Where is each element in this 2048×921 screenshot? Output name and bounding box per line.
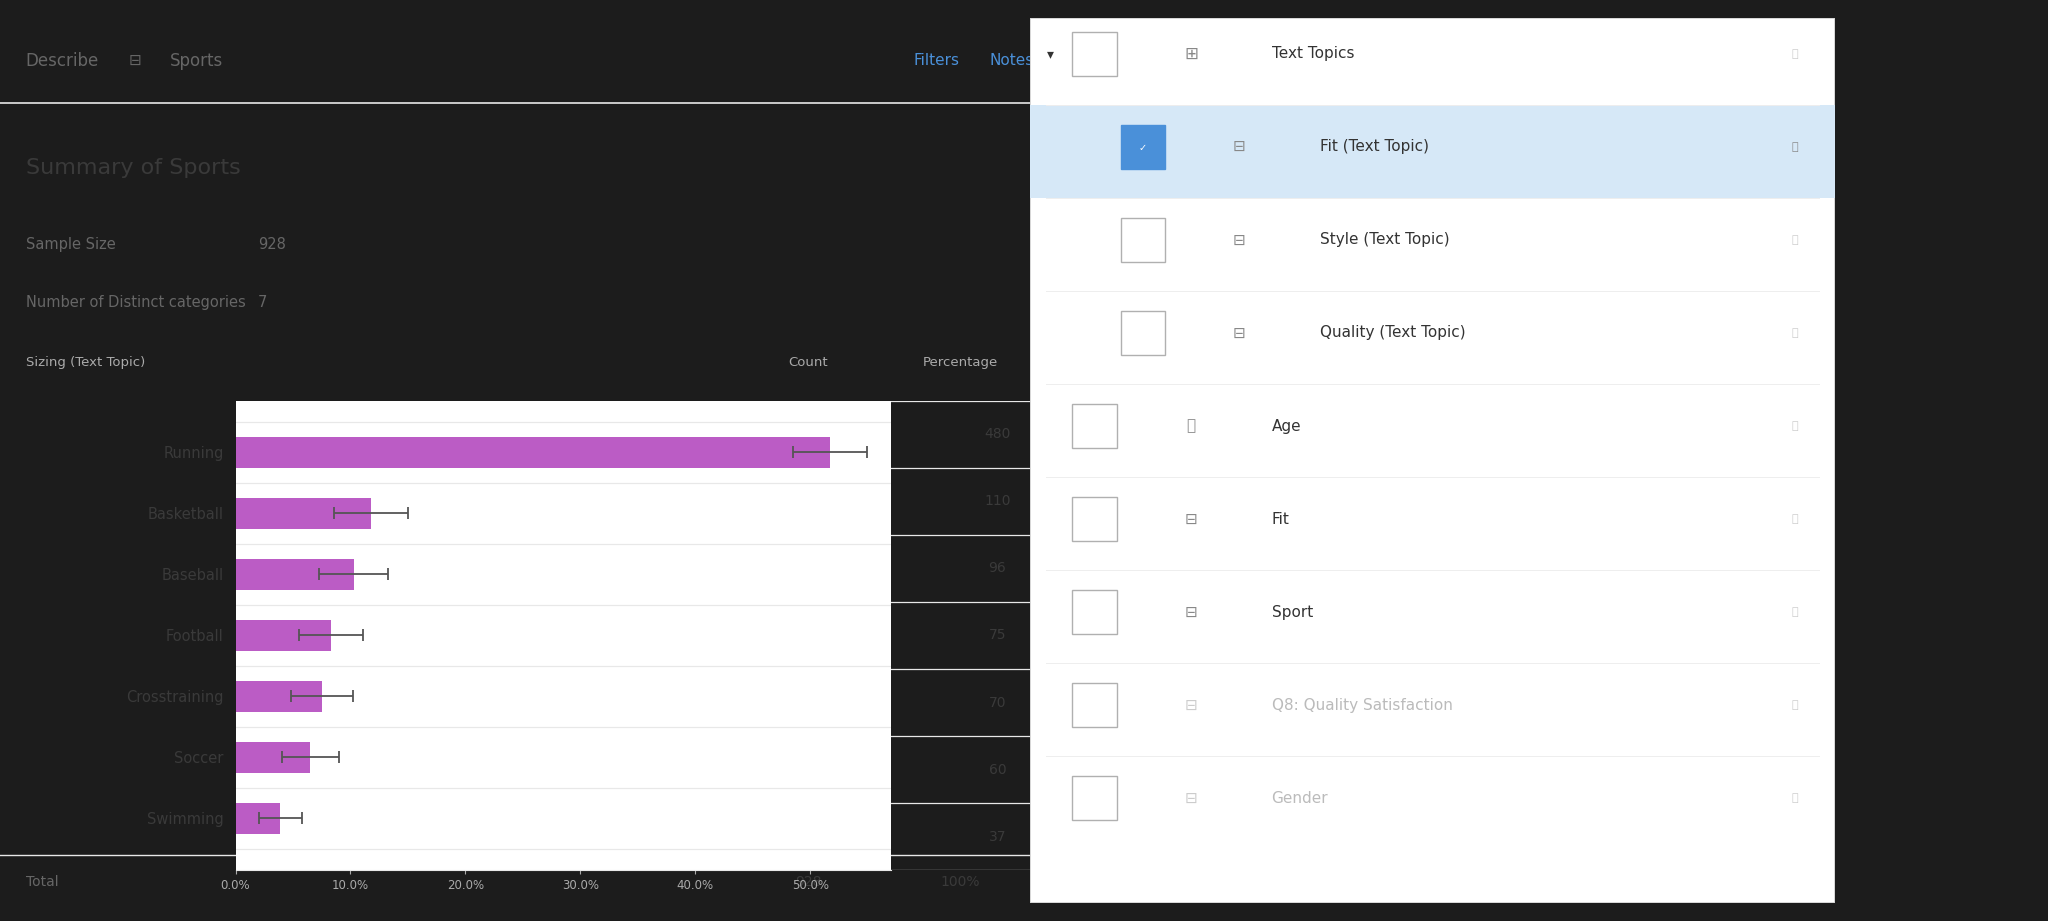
Text: Sizing (Text Topic): Sizing (Text Topic)	[27, 356, 145, 369]
Text: 🔍: 🔍	[1792, 700, 1798, 710]
Text: Sport: Sport	[1272, 605, 1313, 620]
Text: ⊟: ⊟	[1184, 791, 1198, 806]
Bar	[1073, 32, 1116, 76]
Text: ⊟: ⊟	[129, 53, 141, 68]
Text: Gender: Gender	[1272, 791, 1329, 806]
Text: 75: 75	[989, 628, 1006, 643]
Text: 100%: 100%	[940, 875, 981, 890]
Text: 928: 928	[258, 237, 285, 251]
Text: ▾: ▾	[1047, 47, 1055, 61]
Text: Filters: Filters	[913, 53, 961, 68]
Text: Sample Size: Sample Size	[27, 237, 115, 251]
Text: 37: 37	[989, 830, 1006, 844]
Text: Q8: Quality Satisfaction: Q8: Quality Satisfaction	[1272, 698, 1452, 713]
Text: 60: 60	[989, 763, 1006, 776]
Text: 51.7%: 51.7%	[1100, 427, 1143, 441]
Text: ✓: ✓	[1139, 143, 1147, 153]
Text: Total: Total	[27, 875, 59, 890]
Text: 🔍: 🔍	[1792, 328, 1798, 338]
Text: 7: 7	[258, 295, 266, 309]
Bar	[236, 437, 829, 469]
Text: Number of Distinct categories: Number of Distinct categories	[27, 295, 246, 309]
Text: 🔍: 🔍	[1792, 49, 1798, 59]
Text: Export: Export	[1061, 53, 1110, 68]
Text: ⊟: ⊟	[1233, 232, 1245, 248]
Text: Text Topics: Text Topics	[1272, 46, 1354, 62]
Text: Percentage: Percentage	[924, 356, 997, 369]
Text: ⊟: ⊟	[1233, 139, 1245, 155]
Text: 7.5%: 7.5%	[1104, 695, 1139, 709]
Bar	[1073, 404, 1116, 448]
Bar	[236, 741, 309, 774]
Text: ⊟: ⊟	[1233, 325, 1245, 341]
Text: 928: 928	[795, 875, 821, 890]
Text: ×: ×	[1118, 52, 1135, 70]
Text: 🔍: 🔍	[1792, 142, 1798, 152]
Text: 3.9%: 3.9%	[1104, 830, 1139, 844]
Bar	[236, 559, 354, 590]
Text: 11.8%: 11.8%	[1100, 495, 1143, 508]
Text: ⊟: ⊟	[1184, 512, 1198, 527]
Text: Style (Text Topic): Style (Text Topic)	[1319, 232, 1450, 248]
Bar	[1073, 497, 1116, 541]
Text: ⧄: ⧄	[1186, 418, 1196, 434]
Text: 96: 96	[989, 562, 1006, 576]
Text: 70: 70	[989, 695, 1006, 709]
Bar	[236, 802, 281, 834]
Text: Fit (Text Topic): Fit (Text Topic)	[1319, 139, 1430, 155]
Text: ⊟: ⊟	[1184, 605, 1198, 620]
Text: Sports: Sports	[170, 52, 223, 70]
Text: 110: 110	[985, 495, 1012, 508]
Text: 8.3%: 8.3%	[1104, 628, 1139, 643]
Text: 🔍: 🔍	[1792, 235, 1798, 245]
Text: Fit: Fit	[1272, 512, 1290, 527]
Bar	[1120, 218, 1165, 262]
Text: 480: 480	[985, 427, 1010, 441]
Text: ⊞: ⊞	[1184, 45, 1198, 63]
Text: Quality (Text Topic): Quality (Text Topic)	[1319, 325, 1466, 341]
Bar	[1073, 776, 1116, 821]
Bar	[1120, 311, 1165, 355]
Text: 🔍: 🔍	[1792, 421, 1798, 431]
Text: Count: Count	[788, 356, 827, 369]
Text: 🔍: 🔍	[1792, 514, 1798, 524]
Bar	[236, 620, 332, 651]
Text: 10.3%: 10.3%	[1100, 562, 1143, 576]
Text: Age: Age	[1272, 418, 1300, 434]
Bar	[1073, 683, 1116, 728]
Bar	[236, 681, 322, 712]
Text: Describe: Describe	[27, 52, 98, 70]
Bar	[1120, 125, 1165, 169]
Bar	[1073, 590, 1116, 634]
Text: Summary of Sports: Summary of Sports	[27, 157, 240, 178]
FancyBboxPatch shape	[1030, 18, 1835, 903]
Text: Notes: Notes	[989, 53, 1034, 68]
Text: 🔍: 🔍	[1792, 607, 1798, 617]
Text: 🔍: 🔍	[1792, 793, 1798, 803]
Bar	[236, 497, 371, 530]
Text: 6.5%: 6.5%	[1104, 763, 1139, 776]
Text: ⊟: ⊟	[1184, 698, 1198, 713]
Bar	[1030, 105, 1835, 198]
